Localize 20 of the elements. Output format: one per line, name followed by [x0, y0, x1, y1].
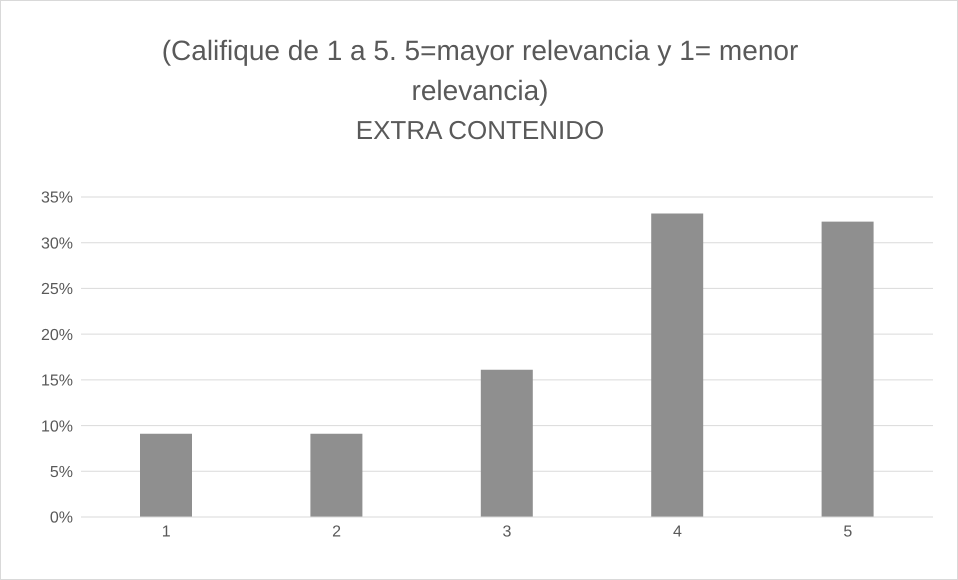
y-tick-label: 15%: [40, 372, 73, 390]
chart-title: (Califique de 1 a 5. 5=mayor relevancia y 1= menor relevancia): [160, 34, 800, 108]
bar: [822, 222, 874, 517]
y-tick-label: 25%: [40, 281, 73, 298]
x-tick-label: 2: [332, 523, 342, 540]
bar: [651, 213, 704, 517]
x-tick-label: 4: [672, 523, 682, 540]
y-tick-label: 35%: [40, 190, 73, 207]
y-tick-label: 5%: [50, 464, 73, 481]
y-tick-label: 20%: [40, 326, 73, 344]
bar: [140, 434, 192, 517]
bar: [480, 370, 533, 517]
bar: [310, 434, 362, 517]
x-tick-label: 5: [843, 523, 852, 540]
y-tick-label: 30%: [40, 235, 73, 252]
y-tick-label: 0%: [50, 510, 73, 527]
x-tick-label: 3: [502, 523, 512, 540]
y-tick-label: 10%: [40, 418, 73, 436]
x-tick-label: 1: [162, 523, 171, 540]
chart-subtitle: EXTRA CONTENIDO: [354, 114, 606, 147]
